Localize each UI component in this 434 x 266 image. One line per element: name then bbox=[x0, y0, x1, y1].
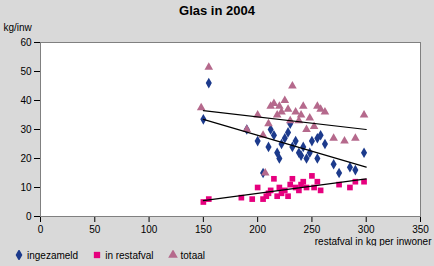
svg-text:100: 100 bbox=[141, 224, 158, 235]
html-text:in restafval: in restafval bbox=[105, 249, 154, 261]
svg-text:10: 10 bbox=[20, 182, 32, 193]
svg-text:50: 50 bbox=[89, 224, 101, 235]
svg-text:0: 0 bbox=[38, 224, 44, 235]
svg-text:150: 150 bbox=[195, 224, 212, 235]
svg-text:20: 20 bbox=[20, 153, 32, 164]
html-text:Glas in 2004: Glas in 2004 bbox=[179, 3, 255, 18]
svg-text:30: 30 bbox=[20, 124, 32, 135]
html-text:totaal: totaal bbox=[180, 249, 205, 261]
svg-text:kg/inw: kg/inw bbox=[4, 22, 33, 33]
svg-text:restafval in kg per inwoner: restafval in kg per inwoner bbox=[315, 236, 432, 247]
svg-text:50: 50 bbox=[20, 66, 32, 77]
html-text:ingezameld: ingezameld bbox=[27, 249, 79, 261]
svg-text:60: 60 bbox=[20, 37, 32, 48]
svg-text:350: 350 bbox=[412, 224, 429, 235]
svg-text:0: 0 bbox=[26, 211, 32, 222]
svg-text:300: 300 bbox=[358, 224, 375, 235]
svg-text:200: 200 bbox=[249, 224, 266, 235]
svg-text:40: 40 bbox=[20, 95, 32, 106]
svg-text:250: 250 bbox=[304, 224, 321, 235]
